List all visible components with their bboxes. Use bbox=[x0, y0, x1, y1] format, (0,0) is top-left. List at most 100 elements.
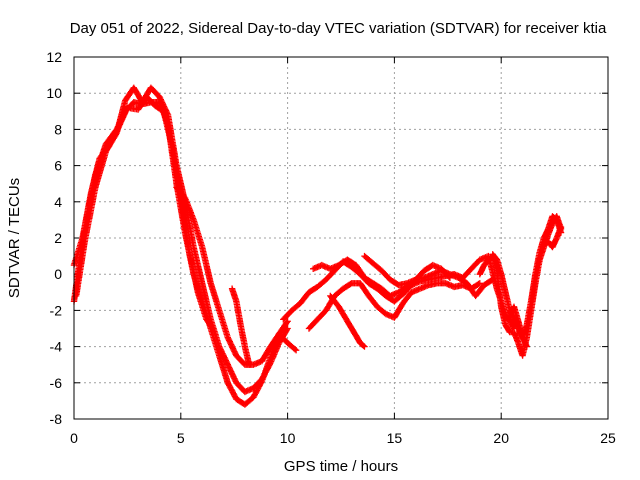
y-tick-label: 12 bbox=[46, 49, 62, 65]
data-point bbox=[557, 223, 565, 231]
marker-trail bbox=[276, 331, 290, 345]
marker-trail bbox=[289, 301, 303, 313]
x-tick-label: 20 bbox=[493, 430, 509, 446]
marker-trail bbox=[413, 268, 427, 282]
x-tick-label: 25 bbox=[600, 430, 616, 446]
series-track-5 bbox=[228, 285, 253, 368]
marker-trail bbox=[439, 266, 453, 280]
marker-trail bbox=[285, 340, 299, 353]
marker-trail bbox=[259, 344, 273, 363]
marker-trail bbox=[225, 381, 239, 401]
chart-title: Day 051 of 2022, Sidereal Day-to-day VTE… bbox=[70, 20, 607, 37]
series-track-3 bbox=[72, 93, 216, 332]
marker-trail bbox=[306, 317, 320, 331]
series-track-14 bbox=[540, 223, 565, 251]
series-track-13 bbox=[506, 303, 530, 350]
marker-trail bbox=[103, 129, 120, 153]
series-track-10 bbox=[361, 252, 454, 289]
marker-trail bbox=[550, 214, 559, 223]
marker-trail bbox=[148, 85, 162, 99]
marker-trail bbox=[328, 262, 341, 272]
marker-trail bbox=[344, 319, 355, 331]
marker-trail bbox=[204, 317, 216, 331]
marker-trail bbox=[81, 185, 99, 244]
marker-trail bbox=[298, 290, 312, 306]
marker-trail bbox=[362, 275, 375, 286]
marker-trail bbox=[216, 308, 231, 340]
marker-trail bbox=[357, 281, 372, 298]
marker-trail bbox=[345, 257, 358, 268]
y-axis-label: SDTVAR / TECUs bbox=[6, 178, 23, 298]
data-point bbox=[292, 347, 300, 354]
marker-trail bbox=[515, 319, 526, 340]
marker-trail bbox=[182, 196, 197, 222]
marker-trail bbox=[315, 308, 329, 322]
x-tick-label: 10 bbox=[280, 430, 296, 446]
marker-trail bbox=[251, 377, 265, 391]
series-track-9 bbox=[327, 292, 368, 350]
y-tick-label: 6 bbox=[54, 158, 62, 174]
data-point bbox=[476, 280, 483, 287]
marker-trail bbox=[186, 250, 201, 294]
marker-trail bbox=[208, 281, 222, 313]
marker-trail bbox=[114, 105, 130, 133]
marker-trail bbox=[490, 252, 500, 262]
marker-trail bbox=[366, 293, 380, 309]
marker-trail bbox=[225, 362, 239, 385]
y-tick-label: -4 bbox=[50, 339, 63, 355]
marker-trail bbox=[332, 286, 346, 299]
data-point bbox=[284, 325, 291, 332]
marker-trail bbox=[73, 240, 88, 298]
marker-trail bbox=[503, 322, 513, 335]
marker-trail bbox=[234, 353, 247, 367]
marker-trail bbox=[396, 284, 410, 295]
marker-trail bbox=[259, 361, 273, 381]
marker-trail bbox=[375, 304, 388, 317]
marker-trail bbox=[195, 290, 210, 322]
marker-trail bbox=[92, 149, 109, 189]
y-tick-label: 8 bbox=[54, 121, 62, 137]
plot-frame bbox=[73, 56, 609, 420]
data-series bbox=[70, 84, 565, 408]
grid bbox=[74, 57, 608, 419]
y-tick-label: 4 bbox=[54, 194, 62, 210]
marker-trail bbox=[460, 266, 474, 280]
marker-trail bbox=[469, 257, 482, 271]
marker-trail bbox=[392, 291, 405, 304]
axis-ticks: 0 5 10 15 20 25 -8 -6 -4 -2 0 2 4 6 8 10 12 bbox=[46, 49, 616, 446]
marker-trail bbox=[315, 277, 328, 289]
series-track-7 bbox=[305, 280, 483, 332]
marker-trail bbox=[498, 272, 509, 294]
data-point bbox=[361, 343, 368, 350]
y-tick-label: -6 bbox=[50, 375, 63, 391]
marker-trail bbox=[371, 280, 384, 292]
marker-trail bbox=[482, 277, 495, 288]
x-tick-label: 5 bbox=[177, 430, 185, 446]
marker-trail bbox=[353, 333, 363, 345]
x-tick-label: 0 bbox=[70, 430, 78, 446]
y-tick-label: -8 bbox=[50, 411, 63, 427]
y-tick-label: 2 bbox=[54, 230, 62, 246]
x-axis-label: GPS time / hours bbox=[284, 458, 398, 475]
data-point bbox=[209, 325, 216, 332]
marker-trail bbox=[237, 323, 248, 349]
marker-trail bbox=[379, 268, 393, 282]
marker-trail bbox=[323, 268, 337, 282]
marker-trail bbox=[456, 275, 469, 286]
marker-trail bbox=[336, 304, 350, 324]
y-tick-label: -2 bbox=[50, 302, 63, 318]
marker-trail bbox=[174, 185, 188, 201]
y-tick-label: 0 bbox=[54, 266, 62, 282]
marker-trail bbox=[281, 308, 294, 322]
marker-trail bbox=[153, 103, 166, 114]
marker-trail bbox=[267, 341, 282, 365]
marker-trail bbox=[358, 340, 367, 349]
data-point bbox=[284, 318, 291, 325]
marker-trail bbox=[353, 263, 367, 280]
marker-trail bbox=[473, 283, 487, 298]
marker-trail bbox=[392, 301, 406, 320]
marker-trail bbox=[493, 269, 505, 309]
marker-trail bbox=[233, 299, 244, 327]
data-point bbox=[216, 343, 223, 350]
